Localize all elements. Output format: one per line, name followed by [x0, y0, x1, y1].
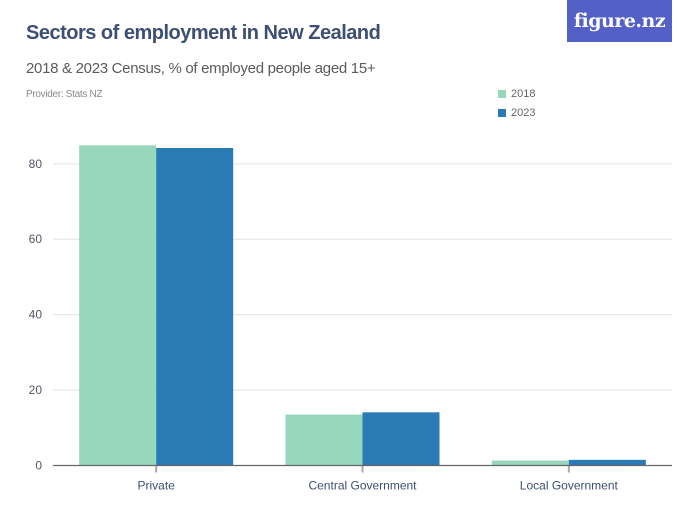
- chart-title: Sectors of employment in New Zealand: [26, 22, 381, 44]
- chart-subtitle: 2018 & 2023 Census, % of employed people…: [26, 60, 376, 77]
- y-tick-label: 60: [29, 232, 43, 246]
- x-tick-label: Local Government: [520, 479, 619, 493]
- legend-label: 2023: [511, 106, 536, 119]
- bar-2023[interactable]: [568, 459, 646, 466]
- figure-nz-logo[interactable]: figure.nz: [567, 0, 672, 42]
- x-axis: Private Central Government Local Governmen…: [53, 464, 672, 493]
- legend: 2018 2023: [498, 84, 535, 122]
- y-tick-label: 80: [29, 157, 43, 171]
- bar-2018[interactable]: [285, 414, 363, 466]
- bar-2023[interactable]: [362, 412, 440, 466]
- legend-item-2023[interactable]: 2023: [498, 103, 535, 122]
- y-tick-label: 0: [35, 459, 42, 473]
- y-tick-label: 40: [29, 308, 43, 322]
- provider-label: Provider: Stats NZ: [26, 89, 103, 100]
- legend-swatch-2018: [498, 89, 506, 98]
- legend-swatch-2023: [498, 108, 506, 117]
- legend-label: 2018: [511, 87, 536, 100]
- x-tick-label: Central Government: [308, 479, 417, 493]
- legend-item-2018[interactable]: 2018: [498, 84, 535, 103]
- y-tick-label: 20: [29, 383, 43, 397]
- x-tick-label: Private: [137, 479, 175, 493]
- bar-2018[interactable]: [491, 460, 569, 466]
- bar-2018[interactable]: [79, 145, 157, 466]
- bar-2023[interactable]: [156, 147, 234, 466]
- bars: [79, 145, 646, 466]
